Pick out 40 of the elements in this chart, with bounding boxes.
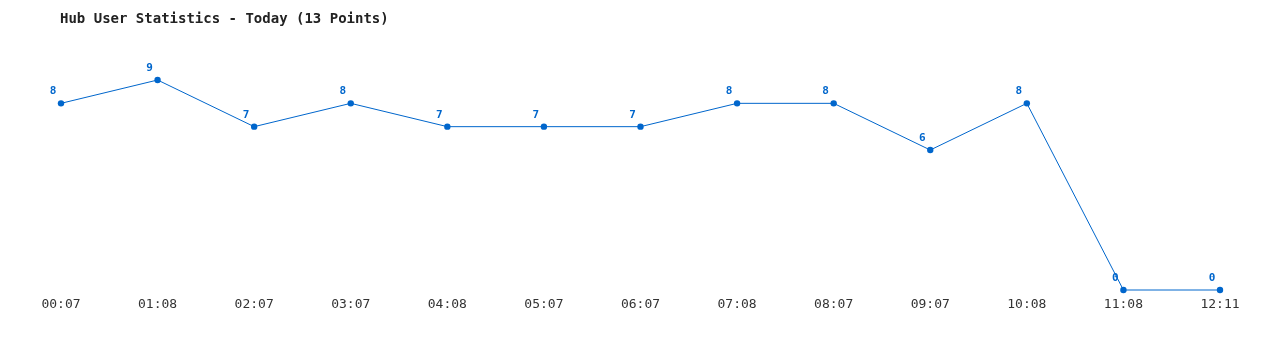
point xyxy=(250,123,258,130)
data-label: 8 xyxy=(1015,84,1023,98)
x-tick-label: 07:08 xyxy=(717,296,757,311)
point xyxy=(1216,286,1224,294)
point xyxy=(1023,100,1031,107)
point xyxy=(154,76,161,84)
data-label: 8 xyxy=(822,84,829,98)
point xyxy=(444,123,451,130)
point xyxy=(1120,286,1127,294)
x-tick-label: 04:08 xyxy=(427,296,467,311)
x-tick-label: 12:11 xyxy=(1200,296,1240,311)
x-tick-label: 05:07 xyxy=(524,296,564,311)
x-tick-label: 10:08 xyxy=(1007,296,1047,311)
x-tick-label: 09:07 xyxy=(910,296,950,311)
x-tick-label: 01:08 xyxy=(138,296,178,311)
chart-title: Hub User Statistics - Today (13 Points) xyxy=(60,10,389,26)
point xyxy=(637,123,644,130)
data-label: 8 xyxy=(49,84,57,98)
x-tick-label: 08:07 xyxy=(814,296,854,311)
point xyxy=(540,123,548,130)
data-label: 8 xyxy=(725,84,733,98)
point xyxy=(830,100,837,107)
data-label: 7 xyxy=(242,107,250,121)
data-label: 7 xyxy=(629,107,636,121)
data-label: 0 xyxy=(1208,271,1216,284)
data-label: 9 xyxy=(146,61,153,74)
x-tick-label: 02:07 xyxy=(234,296,274,311)
x-tick-label: 03:07 xyxy=(331,296,371,311)
data-label: 8 xyxy=(339,84,347,98)
data-label: 7 xyxy=(436,107,443,121)
x-tick-label: 11:08 xyxy=(1103,296,1143,311)
data-label: 7 xyxy=(532,107,540,121)
data-label: 6 xyxy=(918,131,926,144)
x-tick-label: 06:07 xyxy=(620,296,661,311)
point xyxy=(57,100,65,107)
point xyxy=(927,146,934,154)
point xyxy=(347,100,354,107)
point xyxy=(733,100,741,107)
x-tick-label: 00:07 xyxy=(41,296,81,311)
data-label: 0 xyxy=(1112,271,1119,284)
